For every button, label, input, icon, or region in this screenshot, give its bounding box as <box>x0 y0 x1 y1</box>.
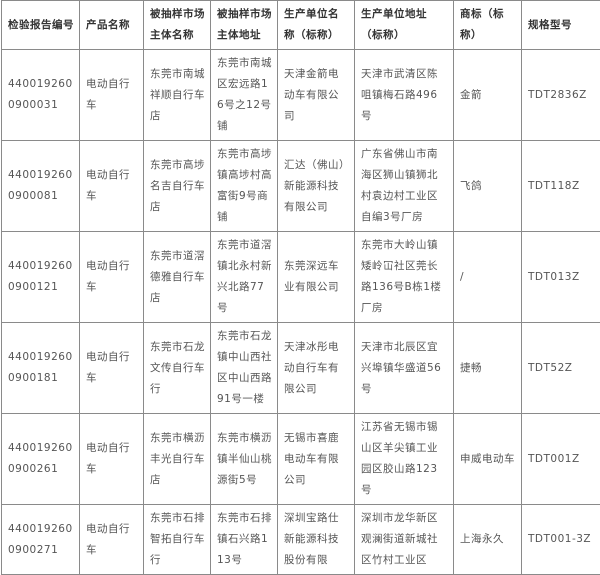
table-row: 4400192600900081 电动自行车 东莞市高埗名吉自行车店 东莞市高埗… <box>2 141 600 232</box>
table-row: 4400192600900261 电动自行车 东莞市横沥丰光自行车店 东莞市横沥… <box>2 414 600 505</box>
manufacturer-address: 广东省佛山市南海区狮山镇狮北村袁边村工业区自编3号厂房 <box>355 141 454 232</box>
table-row: 4400192600900181 电动自行车 东莞市石龙文传自行车行 东莞市石龙… <box>2 323 600 414</box>
product-name: 电动自行车 <box>80 232 144 323</box>
manufacturer-name: 天津金箭电动车有限公司 <box>278 50 355 141</box>
table-row: 4400192600900031 电动自行车 东莞市南城祥顺自行车店 东莞市南城… <box>2 50 600 141</box>
manufacturer-name: 无锡市喜鹿电动车有限公司 <box>278 414 355 505</box>
sampled-entity-address: 东莞市高埗镇高埗村高富街9号商铺 <box>211 141 278 232</box>
sampled-entity-name: 东莞市横沥丰光自行车店 <box>144 414 211 505</box>
manufacturer-address: 天津市武清区陈咀镇梅石路496号 <box>355 50 454 141</box>
header-product-name: 产品名称 <box>80 1 144 50</box>
sampled-entity-name: 东莞市南城祥顺自行车店 <box>144 50 211 141</box>
manufacturer-address: 东莞市大岭山镇矮岭冚社区莞长路136号B栋1楼厂房 <box>355 232 454 323</box>
trademark: / <box>454 232 522 323</box>
manufacturer-address: 深圳市龙华新区观澜街道新城社区竹村工业区 <box>355 505 454 575</box>
report-no: 4400192600900121 <box>2 232 80 323</box>
model: TDT013Z <box>522 232 600 323</box>
trademark: 飞鸽 <box>454 141 522 232</box>
sampled-entity-address: 东莞市石龙镇中山西社区中山西路91号一楼 <box>211 323 278 414</box>
header-sampled-entity-address: 被抽样市场主体地址 <box>211 1 278 50</box>
header-sampled-entity-name: 被抽样市场主体名称 <box>144 1 211 50</box>
report-no: 4400192600900271 <box>2 505 80 575</box>
model: TDT2836Z <box>522 50 600 141</box>
manufacturer-name: 深圳宝路仕新能源科技股份有限 <box>278 505 355 575</box>
manufacturer-name: 汇达（佛山）新能源科技有限公司 <box>278 141 355 232</box>
trademark: 上海永久 <box>454 505 522 575</box>
manufacturer-name: 天津冰彤电动自行车有限公司 <box>278 323 355 414</box>
sampled-entity-name: 东莞市石排智拓自行车行 <box>144 505 211 575</box>
product-name: 电动自行车 <box>80 414 144 505</box>
sampled-entity-address: 东莞市横沥镇半仙山桃源街5号 <box>211 414 278 505</box>
header-manufacturer-name: 生产单位名称（标称） <box>278 1 355 50</box>
product-name: 电动自行车 <box>80 141 144 232</box>
table-row: 4400192600900121 电动自行车 东莞市道滘德雅自行车店 东莞市道滘… <box>2 232 600 323</box>
manufacturer-address: 天津市北辰区宜兴埠镇华盛道56号 <box>355 323 454 414</box>
header-manufacturer-address: 生产单位地址（标称） <box>355 1 454 50</box>
report-no: 4400192600900081 <box>2 141 80 232</box>
header-row: 检验报告编号 产品名称 被抽样市场主体名称 被抽样市场主体地址 生产单位名称（标… <box>2 1 600 50</box>
model: TDT001-3Z <box>522 505 600 575</box>
model: TDT118Z <box>522 141 600 232</box>
product-name: 电动自行车 <box>80 50 144 141</box>
sampled-entity-address: 东莞市道滘镇北永村新兴北路77号 <box>211 232 278 323</box>
header-trademark: 商标（标称） <box>454 1 522 50</box>
trademark: 金箭 <box>454 50 522 141</box>
sampled-entity-name: 东莞市高埗名吉自行车店 <box>144 141 211 232</box>
manufacturer-name: 东莞深远车业有限公司 <box>278 232 355 323</box>
trademark: 捷畅 <box>454 323 522 414</box>
sampled-entity-name: 东莞市道滘德雅自行车店 <box>144 232 211 323</box>
header-report-no: 检验报告编号 <box>2 1 80 50</box>
product-name: 电动自行车 <box>80 505 144 575</box>
sampled-entity-address: 东莞市南城区宏远路16号之12号铺 <box>211 50 278 141</box>
sampled-entity-address: 东莞市石排镇石兴路113号 <box>211 505 278 575</box>
model: TDT001Z <box>522 414 600 505</box>
header-model: 规格型号 <box>522 1 600 50</box>
table-row: 4400192600900271 电动自行车 东莞市石排智拓自行车行 东莞市石排… <box>2 505 600 575</box>
trademark: 申威电动车 <box>454 414 522 505</box>
product-name: 电动自行车 <box>80 323 144 414</box>
manufacturer-address: 江苏省无锡市锡山区羊尖镇工业园区胶山路123号 <box>355 414 454 505</box>
sampled-entity-name: 东莞市石龙文传自行车行 <box>144 323 211 414</box>
report-no: 4400192600900261 <box>2 414 80 505</box>
model: TDT52Z <box>522 323 600 414</box>
report-no: 4400192600900181 <box>2 323 80 414</box>
report-no: 4400192600900031 <box>2 50 80 141</box>
